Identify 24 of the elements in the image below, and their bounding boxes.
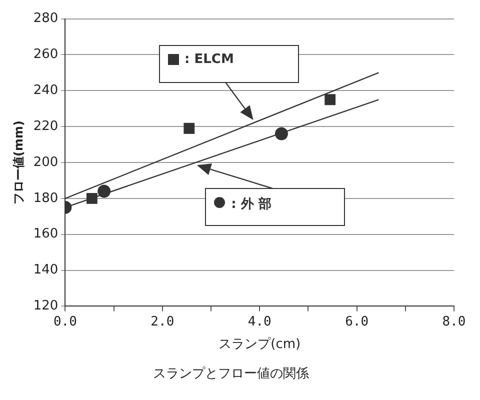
y-tick-label: 180	[33, 190, 58, 206]
y-axis-title: フロー値(mm)	[11, 120, 26, 204]
x-tick-label: 6.0	[345, 314, 369, 330]
y-tick-label: 280	[33, 11, 58, 26]
legend-label: : 外 部	[231, 196, 272, 214]
y-tick-label: 120	[33, 298, 58, 314]
y-tick-label: 140	[33, 262, 58, 278]
y-tick-label: 260	[33, 47, 58, 62]
x-tick-label: 4.0	[248, 314, 272, 330]
point	[86, 192, 98, 204]
x-tick-label: 2.0	[150, 314, 174, 330]
point	[184, 122, 195, 134]
y-tick-label: 220	[33, 118, 58, 134]
y-tick-label: 160	[33, 226, 58, 242]
x-tick-label: 0.0	[53, 314, 77, 330]
legend-label: : ELCM	[184, 52, 234, 67]
point	[274, 127, 288, 140]
text: スランプとフロー値の関係	[153, 366, 309, 382]
point	[324, 94, 336, 106]
point	[98, 184, 111, 198]
y-tick-label: 240	[33, 83, 58, 98]
x-tick-label: 8.0	[442, 314, 466, 330]
y-tick-label: 200	[33, 154, 58, 170]
x-axis-title: スランプ(cm)	[218, 336, 301, 352]
